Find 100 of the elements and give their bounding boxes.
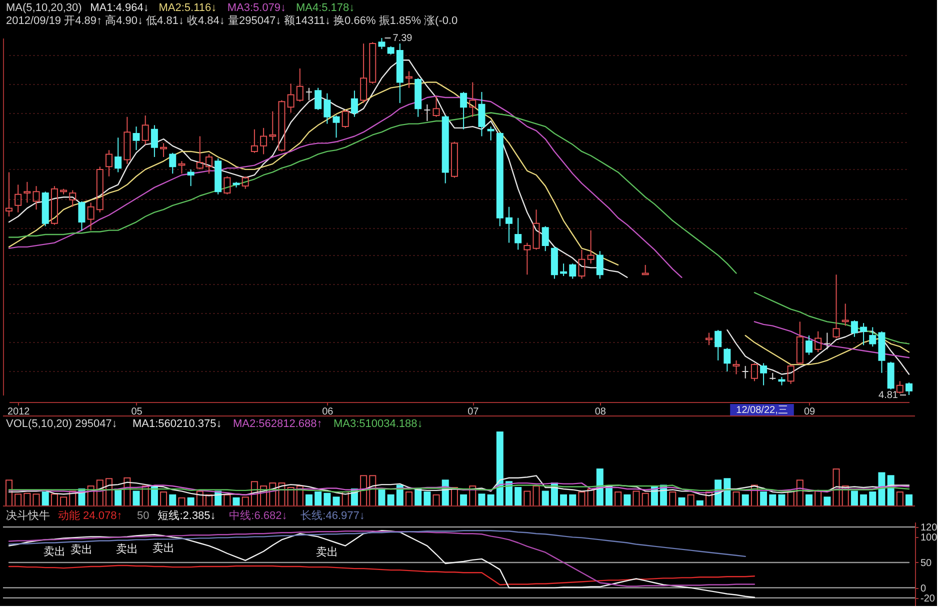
bar — [50, 494, 58, 506]
candlestick — [169, 152, 176, 174]
data-label: 卖出 — [152, 542, 175, 555]
x-tick-label: 08 — [594, 406, 606, 418]
x-tick-label: 05 — [131, 406, 143, 418]
bar — [6, 480, 12, 506]
bar — [106, 478, 112, 506]
chart-title: 2012/09/19 开4.89↑ 高4.90↓ 低4.81↓ 收4.84↓ 量295047↓ 额14311↓ 换0.66% 振1.85% 涨(-0.0 — [6, 14, 458, 27]
y-tick-label: 0 — [920, 583, 926, 594]
bar — [269, 482, 276, 506]
bar — [332, 496, 340, 506]
bar — [296, 486, 304, 506]
candlestick — [406, 70, 412, 88]
bar — [642, 492, 649, 506]
bar — [260, 486, 268, 506]
bar — [478, 494, 486, 506]
candlestick — [578, 249, 586, 280]
candlestick — [706, 332, 712, 346]
candlestick — [860, 322, 868, 346]
candlestick — [314, 87, 322, 110]
bar — [124, 477, 131, 506]
candlestick — [150, 124, 158, 158]
bar — [69, 490, 76, 506]
candlestick — [850, 320, 858, 338]
bar — [587, 488, 594, 506]
bar — [450, 487, 458, 506]
bar — [360, 475, 368, 506]
candlestick — [824, 332, 831, 350]
bar — [706, 491, 712, 506]
bar — [596, 468, 604, 506]
bar — [306, 494, 312, 506]
bar — [669, 491, 676, 506]
y-tick-label: -20 — [920, 593, 936, 604]
bar — [724, 478, 731, 506]
annotation: 4.81 — [878, 390, 898, 401]
bar — [732, 491, 740, 506]
data-label: 卖出 — [116, 542, 138, 556]
bar — [250, 481, 258, 506]
bar — [906, 494, 912, 506]
text: MA1:4.964↓ — [90, 2, 149, 14]
candlestick — [287, 83, 294, 114]
series-label: 长线:46.977↓ — [300, 509, 365, 522]
bar — [96, 480, 104, 506]
bar — [24, 492, 31, 506]
bar — [742, 494, 749, 506]
candlestick — [542, 226, 549, 252]
candlestick — [87, 202, 94, 231]
candlestick — [714, 329, 722, 361]
candlestick — [206, 154, 212, 174]
bar — [169, 494, 176, 506]
candlestick — [32, 186, 40, 210]
candlestick — [424, 104, 431, 122]
candlestick — [742, 365, 749, 379]
bar — [42, 491, 49, 506]
candlestick — [96, 166, 104, 213]
y-tick-label: 120 — [920, 522, 938, 534]
bar — [142, 486, 149, 506]
candlestick — [514, 217, 522, 250]
bar — [860, 494, 868, 506]
bar — [160, 491, 168, 506]
bar — [324, 492, 331, 506]
bar — [224, 494, 231, 506]
bar — [314, 491, 322, 506]
candlestick — [842, 303, 849, 326]
candlestick — [187, 168, 194, 187]
bar — [514, 487, 522, 506]
candlestick — [806, 335, 812, 356]
bar — [369, 475, 376, 506]
candlestick — [642, 264, 649, 276]
candlestick — [160, 142, 168, 158]
bar — [878, 472, 886, 506]
bar — [432, 494, 440, 506]
candlestick — [114, 137, 122, 173]
bar — [242, 496, 249, 506]
bar — [487, 494, 494, 506]
candlestick — [14, 184, 22, 213]
text: 50 — [136, 510, 150, 522]
bar — [524, 490, 531, 506]
bar — [569, 494, 576, 506]
bar — [542, 490, 549, 506]
bar — [778, 494, 786, 506]
bar — [896, 491, 904, 506]
bar — [406, 491, 412, 506]
candlestick — [469, 82, 476, 118]
bar — [496, 432, 504, 506]
candlestick — [332, 114, 340, 138]
candlestick — [260, 127, 268, 155]
bar — [632, 490, 640, 506]
bar — [460, 494, 468, 506]
bar — [560, 494, 568, 506]
text: 动能 24.078↑ — [58, 509, 122, 522]
bar — [532, 486, 540, 506]
candlestick — [906, 382, 912, 396]
candlestick — [596, 250, 604, 280]
text: MA1:560210.375↓ — [132, 418, 222, 430]
x-tick-label: 06 — [322, 406, 334, 418]
candlestick — [269, 110, 276, 141]
bar — [850, 490, 858, 506]
y-tick-label: 100 — [920, 532, 938, 544]
bar — [14, 494, 22, 506]
